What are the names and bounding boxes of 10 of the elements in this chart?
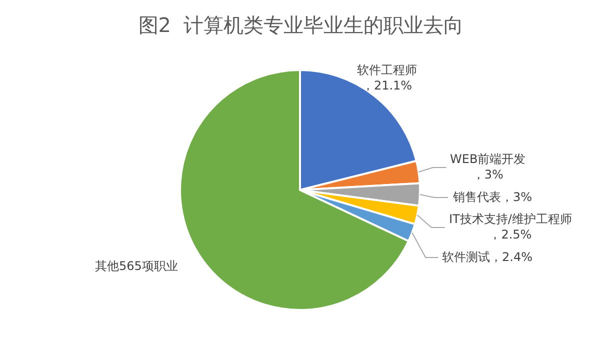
slice-label: 销售代表，3% <box>452 190 532 204</box>
chart-title: 图2 计算机类专业毕业生的职业去向 <box>138 13 464 38</box>
data-label: ，3% <box>472 168 504 182</box>
slice-label: WEB前端开发 <box>450 152 526 166</box>
slice-label: 其他565项职业 <box>95 259 178 273</box>
data-label: ，2.5% <box>489 228 532 242</box>
slice-label: IT技术支持/维护工程师 <box>449 212 572 226</box>
data-label: ，21.1% <box>362 78 412 93</box>
slice-label: 软件测试，2.4% <box>442 250 532 264</box>
slice-label: 软件工程师 <box>357 63 417 77</box>
